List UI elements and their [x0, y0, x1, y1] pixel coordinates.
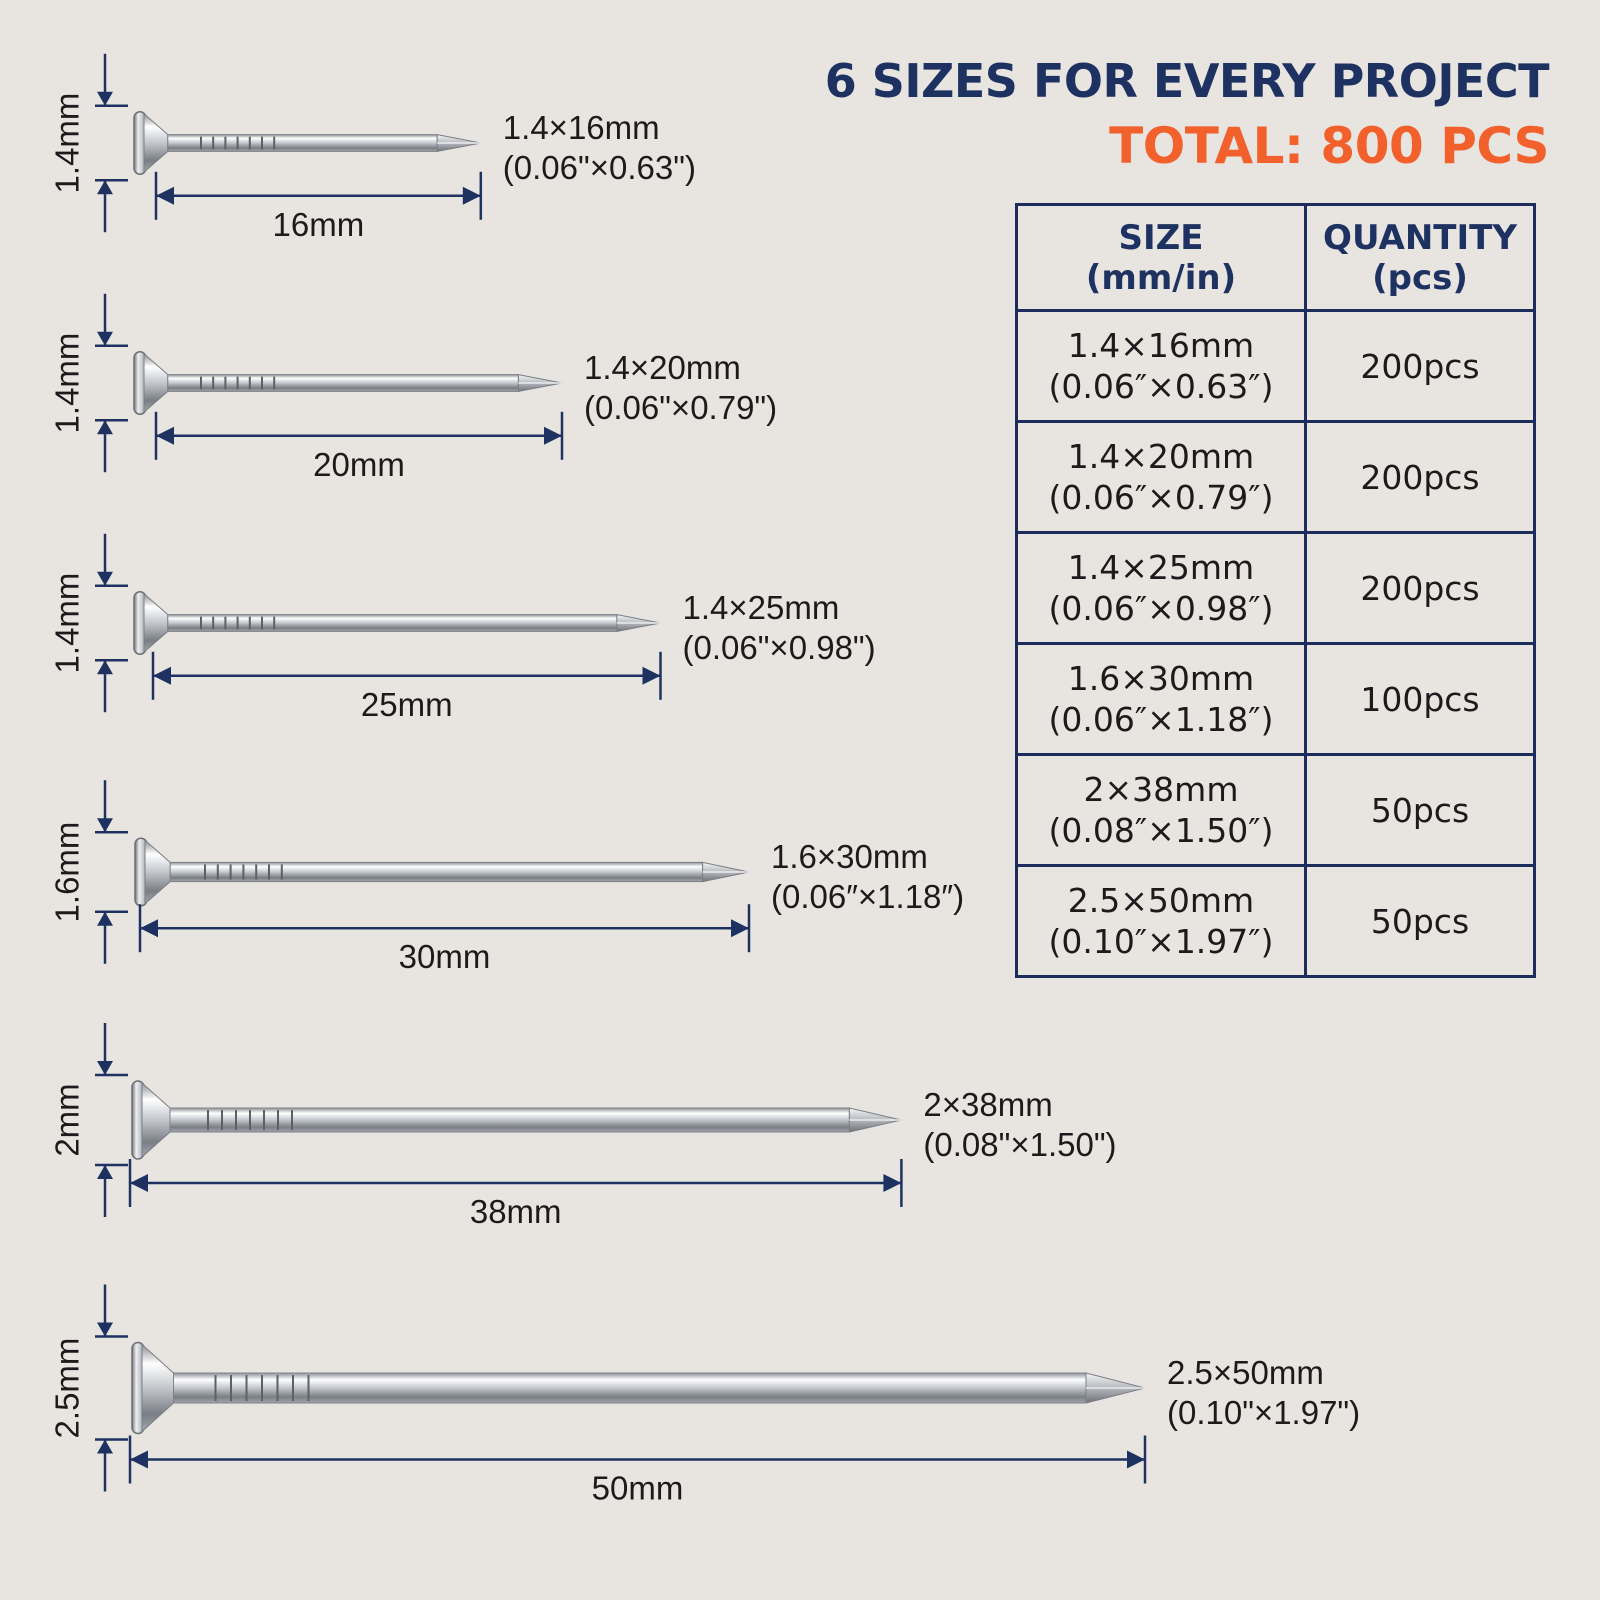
- size-cell: 2×38mm (0.08″×1.50″): [1015, 753, 1307, 867]
- diameter-label: 1.4mm: [49, 573, 86, 674]
- size-label-mm: 2×38mm: [923, 1086, 1052, 1123]
- nail-shank: [169, 1107, 850, 1133]
- size-label-in: (0.06"×0.98"): [683, 629, 876, 666]
- quantity-cell: 200pcs: [1304, 309, 1536, 423]
- size-in: (0.06″×0.98″): [1048, 589, 1274, 628]
- table-row: 2.5×50mm (0.10″×1.97″) 50pcs: [1015, 864, 1536, 978]
- quantity-cell: 200pcs: [1304, 420, 1536, 534]
- table-row: 1.6×30mm (0.06″×1.18″) 100pcs: [1015, 642, 1536, 756]
- nail-shank: [167, 614, 618, 632]
- length-label: 30mm: [399, 938, 491, 975]
- size-label-in: (0.06"×0.63"): [503, 149, 696, 186]
- size-label-mm: 2.5×50mm: [1167, 1354, 1324, 1391]
- nail-group: 1.4mm 25mm 1.4×25mm(0.06"×0.98"): [49, 533, 876, 723]
- size-label-in: (0.08"×1.50"): [923, 1126, 1116, 1163]
- size-mm: 1.6×30mm: [1067, 659, 1255, 698]
- total-count: TOTAL: 800 PCS: [1109, 117, 1549, 175]
- size-in: (0.10″×1.97″): [1048, 922, 1274, 961]
- nail-group: 2.5mm 50mm 2.5×50mm(0.10"×1.97"): [49, 1284, 1360, 1507]
- length-label: 38mm: [470, 1193, 562, 1230]
- size-label-mm: 1.6×30mm: [771, 838, 928, 875]
- nail-head-flare: [141, 1081, 171, 1159]
- nail-group: 1.4mm 20mm 1.4×20mm(0.06"×0.79"): [49, 293, 777, 483]
- size-quantity-table: SIZE (mm/in) QUANTITY (pcs) 1.4×16mm (0.…: [1015, 203, 1536, 978]
- size-header-label: SIZE: [1118, 217, 1204, 258]
- nail-head-flare: [143, 112, 169, 174]
- size-in: (0.06″×1.18″): [1048, 700, 1274, 739]
- nail-group: 1.6mm 30mm 1.6×30mm(0.06″×1.18″): [49, 780, 964, 975]
- diameter-label: 1.6mm: [49, 822, 86, 923]
- size-cell: 1.4×25mm (0.06″×0.98″): [1015, 531, 1307, 645]
- nail-shank: [167, 134, 438, 152]
- size-cell: 1.4×16mm (0.06″×0.63″): [1015, 309, 1307, 423]
- size-label-in: (0.06″×1.18″): [771, 878, 964, 915]
- length-label: 20mm: [313, 446, 405, 483]
- size-label-mm: 1.4×25mm: [683, 589, 840, 626]
- size-column-header: SIZE (mm/in): [1015, 203, 1307, 312]
- size-cell: 2.5×50mm (0.10″×1.97″): [1015, 864, 1307, 978]
- nail-head-flare: [144, 839, 171, 905]
- nail-head-flare: [143, 352, 169, 414]
- nail-head-flare: [141, 1343, 174, 1433]
- size-in: (0.06″×0.63″): [1048, 367, 1274, 406]
- quantity-cell: 200pcs: [1304, 531, 1536, 645]
- length-label: 16mm: [273, 206, 365, 243]
- size-mm: 2×38mm: [1083, 770, 1239, 809]
- size-mm: 2.5×50mm: [1067, 881, 1255, 920]
- quantity-column-header: QUANTITY (pcs): [1304, 203, 1536, 312]
- size-mm: 1.4×16mm: [1067, 326, 1255, 365]
- table-row: 2×38mm (0.08″×1.50″) 50pcs: [1015, 753, 1536, 867]
- length-label: 50mm: [592, 1470, 684, 1507]
- size-label-in: (0.10"×1.97"): [1167, 1394, 1360, 1431]
- nail-shank: [169, 861, 704, 883]
- size-cell: 1.4×20mm (0.06″×0.79″): [1015, 420, 1307, 534]
- quantity-cell: 50pcs: [1304, 753, 1536, 867]
- table-row: 1.4×16mm (0.06″×0.63″) 200pcs: [1015, 309, 1536, 423]
- table-row: 1.4×25mm (0.06″×0.98″) 200pcs: [1015, 531, 1536, 645]
- nail-shank: [173, 1372, 1087, 1404]
- size-label-mm: 1.4×16mm: [503, 109, 660, 146]
- size-mm: 1.4×25mm: [1067, 548, 1255, 587]
- diameter-label: 1.4mm: [49, 93, 86, 194]
- quantity-header-label: QUANTITY: [1323, 217, 1517, 258]
- length-label: 25mm: [361, 686, 453, 723]
- diameter-label: 1.4mm: [49, 333, 86, 434]
- table-row: 1.4×20mm (0.06″×0.79″) 200pcs: [1015, 420, 1536, 534]
- nail-head-flare: [143, 592, 169, 654]
- nail-group: 2mm 38mm 2×38mm(0.08"×1.50"): [49, 1023, 1117, 1230]
- size-in: (0.08″×1.50″): [1048, 811, 1274, 850]
- quantity-header-unit: (pcs): [1372, 257, 1468, 298]
- size-label-mm: 1.4×20mm: [584, 349, 741, 386]
- size-mm: 1.4×20mm: [1067, 437, 1255, 476]
- size-cell: 1.6×30mm (0.06″×1.18″): [1015, 642, 1307, 756]
- table-header-row: SIZE (mm/in) QUANTITY (pcs): [1015, 203, 1536, 312]
- nail-shank: [167, 374, 519, 392]
- nail-group: 1.4mm 16mm 1.4×16mm(0.06"×0.63"): [49, 53, 696, 243]
- quantity-cell: 50pcs: [1304, 864, 1536, 978]
- quantity-cell: 100pcs: [1304, 642, 1536, 756]
- size-label-in: (0.06"×0.79"): [584, 389, 777, 426]
- size-in: (0.06″×0.79″): [1048, 478, 1274, 517]
- diameter-label: 2.5mm: [49, 1338, 86, 1439]
- size-header-unit: (mm/in): [1085, 257, 1237, 298]
- diameter-label: 2mm: [49, 1083, 86, 1156]
- headline: 6 SIZES FOR EVERY PROJECT: [824, 54, 1550, 108]
